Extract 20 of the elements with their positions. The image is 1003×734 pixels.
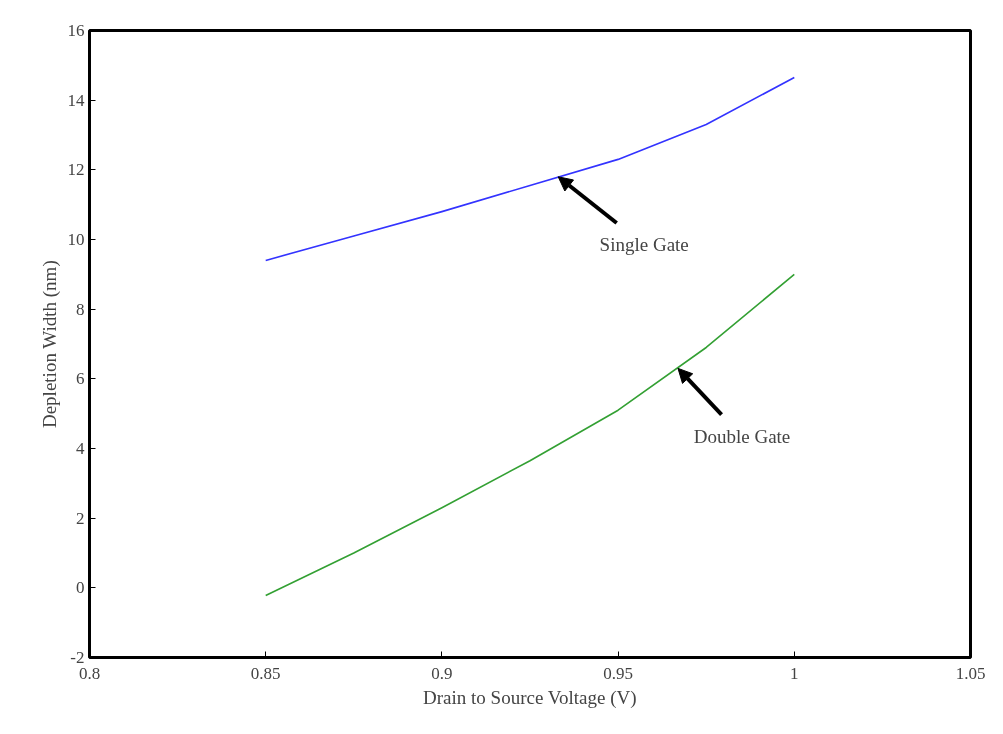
- x-tick-label: 1: [790, 663, 799, 683]
- y-tick-label: 12: [67, 160, 85, 180]
- y-axis-title: Depletion Width (nm): [38, 260, 61, 429]
- y-tick-label: 0: [76, 578, 85, 598]
- line-series: [264, 76, 796, 262]
- y-tick-label: 4: [76, 439, 85, 458]
- y-tick-label: 14: [67, 90, 85, 110]
- x-tick-label: 0.95: [603, 663, 633, 683]
- y-tick-label: 2: [76, 508, 85, 528]
- y-tick-label: 8: [76, 299, 85, 319]
- annotation: Single Gate: [599, 234, 689, 256]
- line-series: [264, 273, 796, 597]
- x-tick-label: 0.85: [250, 663, 281, 683]
- x-tick-label: 1.05: [955, 663, 986, 683]
- y-tick-label: 16: [67, 21, 85, 40]
- y-tick-label: 10: [67, 230, 85, 249]
- x-tick-label: 0.9: [431, 663, 453, 683]
- annotation: Double Gate: [693, 425, 791, 447]
- x-axis-title: Drain to Source Voltage (V): [423, 686, 637, 709]
- y-tick-label: 6: [76, 369, 85, 389]
